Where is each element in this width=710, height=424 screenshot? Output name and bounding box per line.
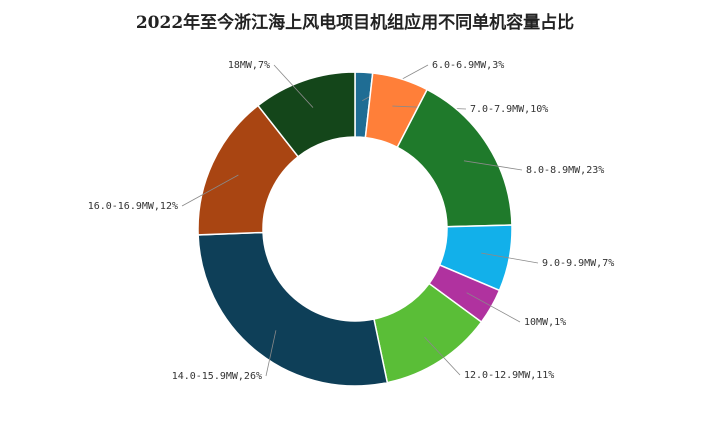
label-leader-line bbox=[466, 292, 521, 323]
slice-label: 7.0-7.9MW,10% bbox=[470, 104, 548, 115]
label-leader-line bbox=[463, 160, 523, 171]
slice-label: 12.0-12.9MW,11% bbox=[464, 370, 554, 381]
slice-label: 9.0-9.9MW,7% bbox=[542, 258, 614, 269]
slice-label: 8.0-8.9MW,23% bbox=[526, 165, 604, 176]
slice-label: 16.0-16.9MW,12% bbox=[88, 201, 178, 212]
slice-label: 6.0-6.9MW,3% bbox=[432, 60, 504, 71]
donut-slice bbox=[197, 231, 389, 387]
label-leader-line bbox=[265, 330, 277, 377]
chart-title: 2022年至今浙江海上风电项目机组应用不同单机容量占比 bbox=[135, 13, 575, 33]
label-leader-line bbox=[481, 252, 539, 264]
donut-slice bbox=[256, 71, 356, 158]
slice-label: 10MW,1% bbox=[524, 317, 566, 328]
slice-label: 14.0-15.9MW,26% bbox=[172, 371, 262, 382]
label-leader-line bbox=[424, 336, 461, 376]
label-leader-line bbox=[181, 174, 239, 207]
label-leader-line bbox=[273, 64, 314, 108]
slice-label: 18MW,7% bbox=[228, 60, 270, 71]
